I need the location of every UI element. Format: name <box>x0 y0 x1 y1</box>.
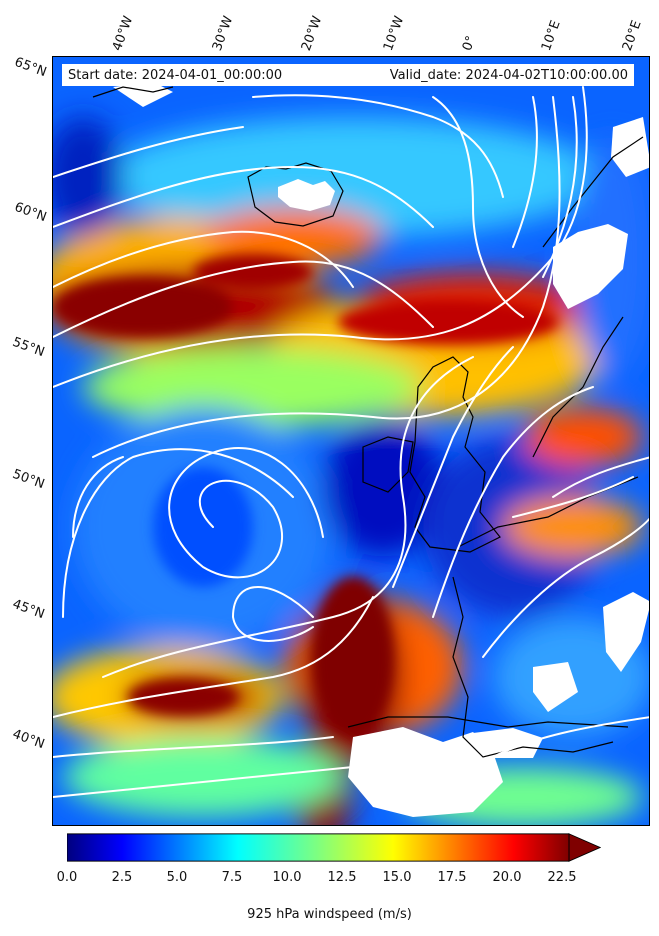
lat-label-55n: 55°N <box>10 334 47 361</box>
colorbar-tick: 10.0 <box>272 870 302 885</box>
colorbar-title: 925 hPa windspeed (m/s) <box>247 907 412 922</box>
colorbar-tick: 2.5 <box>111 870 133 885</box>
colorbar-tick: 5.0 <box>166 870 188 885</box>
streamlines <box>53 86 649 798</box>
windspeed-field <box>53 57 649 825</box>
lat-label-40n: 40°N <box>10 726 47 753</box>
lon-label-20w: 20°W <box>298 14 326 53</box>
start-date-label: Start date: 2024-04-01_00:00:00 <box>68 67 283 83</box>
lon-label-30w: 30°W <box>209 14 237 53</box>
colorbar-tick: 7.5 <box>221 870 243 885</box>
colorbar-tick: 15.0 <box>382 870 412 885</box>
lat-label-45n: 45°N <box>10 596 47 623</box>
colorbar <box>67 833 601 862</box>
date-info-bar: Start date: 2024-04-01_00:00:00 Valid_da… <box>62 64 634 86</box>
lon-label-10w: 10°W <box>380 14 408 53</box>
colorbar-tick: 12.5 <box>327 870 357 885</box>
lat-label-65n: 65°N <box>12 54 49 81</box>
lon-label-20e: 20°E <box>619 18 645 53</box>
lon-label-40w: 40°W <box>109 14 137 53</box>
lat-label-60n: 60°N <box>12 199 49 226</box>
colorbar-tick: 0.0 <box>56 870 78 885</box>
lat-label-50n: 50°N <box>10 466 47 493</box>
lon-label-10e: 10°E <box>538 18 564 53</box>
valid-date-label: Valid_date: 2024-04-02T10:00:00.00 <box>389 67 628 83</box>
colorbar-tick: 17.5 <box>437 870 467 885</box>
masked-terrain <box>113 82 649 817</box>
colorbar-tick: 20.0 <box>492 870 522 885</box>
colorbar-tick: 22.5 <box>547 870 577 885</box>
windspeed-map <box>52 56 650 826</box>
colorbar-extend-arrow <box>568 833 601 862</box>
colorbar-gradient <box>67 833 570 862</box>
lon-label-0: 0° <box>459 33 480 53</box>
